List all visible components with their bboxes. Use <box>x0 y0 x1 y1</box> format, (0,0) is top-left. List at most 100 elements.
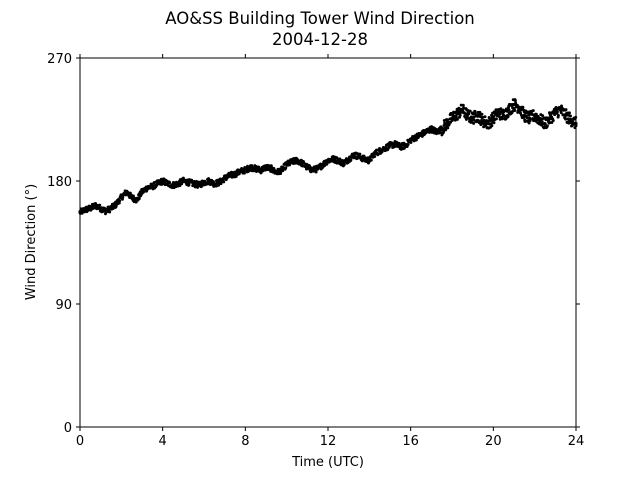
data-point <box>480 118 484 122</box>
chart-subtitle: 2004-12-28 <box>272 30 368 49</box>
data-point <box>450 119 454 123</box>
data-point <box>369 158 373 162</box>
data-points <box>78 98 578 216</box>
data-point <box>519 111 523 115</box>
data-point <box>358 152 362 156</box>
y-axis-label: Wind Direction (°) <box>24 184 39 300</box>
data-point <box>387 145 391 149</box>
data-point <box>543 122 547 126</box>
data-point <box>308 164 312 168</box>
data-point <box>284 166 288 170</box>
data-point <box>494 117 498 121</box>
data-point <box>492 121 496 125</box>
data-point <box>567 121 571 125</box>
data-point <box>187 183 191 187</box>
data-point <box>571 122 575 126</box>
data-point <box>98 203 102 207</box>
x-tick-label: 8 <box>241 434 249 449</box>
data-point <box>134 200 138 204</box>
y-axis-ticks: 0 90 180 270 <box>47 52 580 436</box>
data-point <box>473 109 477 113</box>
data-point <box>342 162 346 166</box>
data-point <box>523 120 527 124</box>
chart-title: AO&SS Building Tower Wind Direction <box>165 9 475 28</box>
data-point <box>546 116 550 120</box>
data-point <box>168 181 172 185</box>
data-point <box>471 112 475 116</box>
data-point <box>222 180 226 184</box>
data-point <box>314 170 318 174</box>
data-point <box>551 119 555 123</box>
data-point <box>564 108 568 112</box>
data-point <box>446 126 450 130</box>
data-point <box>513 99 517 103</box>
data-point <box>402 146 406 150</box>
x-tick-label: 0 <box>76 434 84 449</box>
data-point <box>104 212 108 216</box>
data-point <box>483 115 487 119</box>
data-point <box>506 114 510 118</box>
data-point <box>568 114 572 118</box>
data-point <box>467 112 471 116</box>
data-point <box>442 129 446 133</box>
y-tick-label: 270 <box>47 52 72 67</box>
data-point <box>461 103 465 107</box>
y-tick-label: 90 <box>55 298 72 313</box>
data-point <box>414 138 418 142</box>
data-point <box>555 110 559 114</box>
data-point <box>338 157 342 161</box>
data-point <box>521 105 525 109</box>
data-point <box>527 121 531 125</box>
data-point <box>473 112 477 116</box>
data-point <box>505 109 509 113</box>
data-point <box>541 122 545 126</box>
data-point <box>349 158 353 162</box>
data-point <box>393 144 397 148</box>
data-point <box>246 164 250 168</box>
data-point <box>242 171 246 175</box>
data-point <box>571 120 575 124</box>
data-point <box>211 180 215 184</box>
plot-area-frame <box>79 57 577 428</box>
data-point <box>559 111 563 115</box>
data-point <box>468 109 472 113</box>
data-point <box>480 112 484 116</box>
data-point <box>126 190 130 194</box>
data-point <box>117 201 121 205</box>
data-point <box>444 128 448 132</box>
data-point <box>481 115 485 119</box>
data-point <box>545 124 549 128</box>
y-tick-label: 0 <box>64 421 72 436</box>
data-point <box>522 115 526 119</box>
data-point <box>315 167 319 171</box>
data-point <box>525 116 529 120</box>
data-point <box>455 117 459 121</box>
data-point <box>409 141 413 145</box>
x-tick-label: 20 <box>485 434 502 449</box>
data-point <box>492 114 496 118</box>
data-point <box>137 197 141 201</box>
data-point <box>406 143 410 147</box>
x-axis-label: Time (UTC) <box>291 455 364 470</box>
data-point <box>541 114 545 118</box>
data-point <box>556 114 560 118</box>
data-point <box>199 185 203 189</box>
x-tick-label: 16 <box>402 434 419 449</box>
data-point <box>528 119 532 123</box>
x-tick-label: 24 <box>568 434 585 449</box>
data-point <box>458 113 462 117</box>
data-point <box>472 121 476 125</box>
data-point <box>482 118 486 122</box>
y-tick-label: 180 <box>47 175 72 190</box>
x-tick-label: 4 <box>159 434 167 449</box>
data-point <box>442 123 446 127</box>
x-tick-label: 12 <box>320 434 337 449</box>
data-point <box>155 183 159 187</box>
data-point <box>513 109 517 113</box>
data-point <box>118 199 122 203</box>
data-point <box>80 211 84 215</box>
data-point <box>501 117 505 121</box>
data-point <box>567 111 571 115</box>
data-point <box>564 117 568 121</box>
